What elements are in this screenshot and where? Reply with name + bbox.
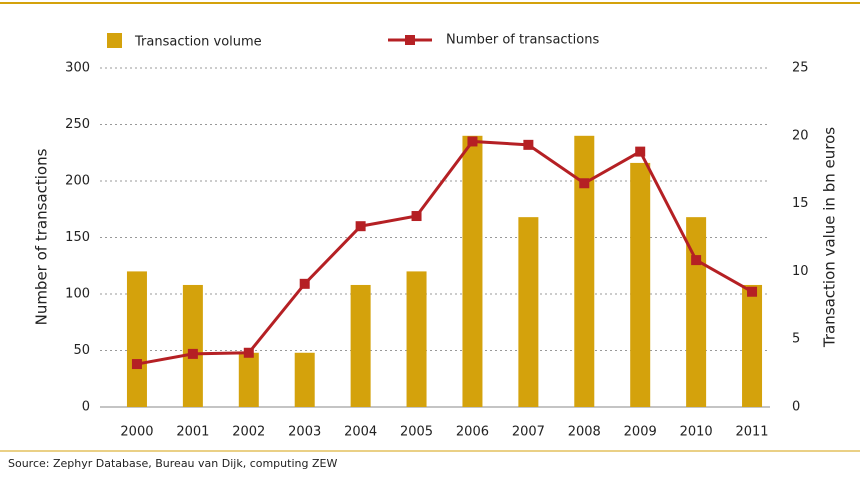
marker — [523, 139, 534, 150]
legend-label: Transaction volume — [134, 35, 262, 50]
marker — [243, 347, 254, 358]
bar — [126, 271, 147, 407]
legend-label: Number of transactions — [446, 33, 599, 48]
bar — [350, 284, 371, 407]
marker — [411, 211, 422, 222]
bar — [518, 217, 539, 407]
y2-tick-label: 5 — [792, 332, 800, 347]
bar — [406, 271, 427, 407]
y-tick-label: 100 — [65, 287, 90, 302]
x-tick-label: 2001 — [176, 425, 209, 440]
line — [136, 139, 753, 366]
legend-marker — [405, 35, 415, 45]
y-tick-label: 0 — [82, 400, 90, 415]
x-tick-label: 2005 — [400, 425, 433, 440]
bar — [182, 284, 203, 407]
x-tick-label: 2011 — [735, 425, 768, 440]
legend-swatch — [107, 33, 122, 48]
x-tick-label: 2000 — [120, 425, 153, 440]
y-tick-label: 200 — [65, 174, 90, 189]
y2-tick-label: 0 — [792, 400, 800, 415]
marker — [187, 348, 198, 359]
y2-tick-label: 15 — [792, 196, 809, 211]
bar — [574, 135, 595, 408]
bar — [294, 352, 315, 407]
y2-tick-label: 20 — [792, 128, 809, 143]
marker — [355, 221, 366, 232]
y-tick-label: 300 — [65, 61, 90, 76]
y-tick-label: 250 — [65, 117, 90, 132]
x-tick-label: 2006 — [456, 425, 489, 440]
marker — [131, 359, 142, 370]
y2-axis-title: Transaction value in bn euros — [821, 127, 839, 348]
marker — [691, 255, 702, 266]
marker — [635, 146, 646, 157]
bar — [238, 352, 259, 407]
y-tick-label: 50 — [73, 343, 90, 358]
x-tick-label: 2002 — [232, 425, 265, 440]
x-tick-label: 2010 — [680, 425, 713, 440]
marker — [299, 278, 310, 289]
marker — [467, 136, 478, 147]
marker — [579, 178, 590, 189]
y2-tick-label: 10 — [792, 264, 809, 279]
y-tick-label: 150 — [65, 230, 90, 245]
bar — [742, 284, 763, 407]
x-tick-label: 2003 — [288, 425, 321, 440]
y2-tick-label: 25 — [792, 61, 809, 76]
bar — [462, 135, 483, 408]
source: Source: Zephyr Database, Bureau van Dijk… — [8, 457, 337, 470]
bar — [630, 162, 651, 407]
x-tick-label: 2008 — [568, 425, 601, 440]
x-tick-label: 2007 — [512, 425, 545, 440]
y-axis-title: Number of transactions — [33, 148, 51, 325]
marker — [747, 286, 758, 297]
x-tick-label: 2004 — [344, 425, 377, 440]
x-tick-label: 2009 — [624, 425, 657, 440]
